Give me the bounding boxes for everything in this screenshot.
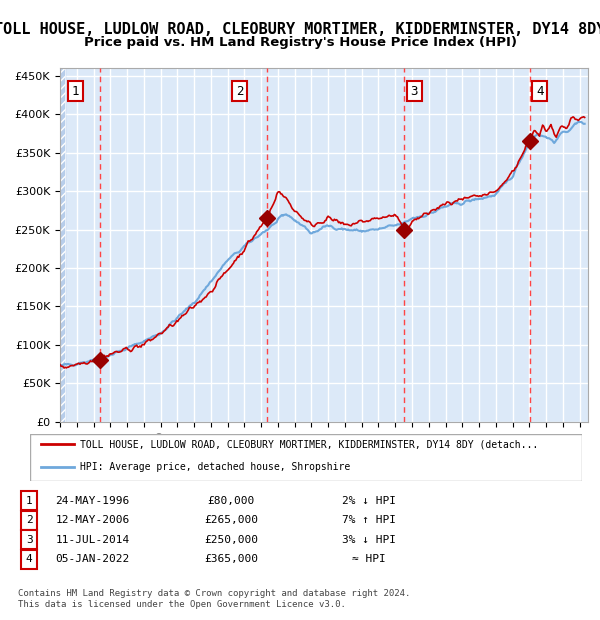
Text: Price paid vs. HM Land Registry's House Price Index (HPI): Price paid vs. HM Land Registry's House … xyxy=(83,36,517,49)
Text: £365,000: £365,000 xyxy=(204,554,258,564)
Bar xyxy=(60,68,65,422)
Text: 24-MAY-1996: 24-MAY-1996 xyxy=(56,496,130,506)
FancyBboxPatch shape xyxy=(30,434,582,481)
Text: 3% ↓ HPI: 3% ↓ HPI xyxy=(342,535,396,545)
Bar xyxy=(60,68,65,422)
Text: ≈ HPI: ≈ HPI xyxy=(352,554,386,564)
Text: 2% ↓ HPI: 2% ↓ HPI xyxy=(342,496,396,506)
Text: TOLL HOUSE, LUDLOW ROAD, CLEOBURY MORTIMER, KIDDERMINSTER, DY14 8DY (detach...: TOLL HOUSE, LUDLOW ROAD, CLEOBURY MORTIM… xyxy=(80,439,538,450)
Text: 05-JAN-2022: 05-JAN-2022 xyxy=(56,554,130,564)
Text: TOLL HOUSE, LUDLOW ROAD, CLEOBURY MORTIMER, KIDDERMINSTER, DY14 8DY: TOLL HOUSE, LUDLOW ROAD, CLEOBURY MORTIM… xyxy=(0,22,600,37)
Text: 4: 4 xyxy=(536,85,544,98)
Text: 2: 2 xyxy=(26,515,32,525)
Text: 1: 1 xyxy=(26,496,32,506)
Text: 4: 4 xyxy=(26,554,32,564)
Text: HPI: Average price, detached house, Shropshire: HPI: Average price, detached house, Shro… xyxy=(80,463,350,472)
Text: £80,000: £80,000 xyxy=(207,496,254,506)
Text: Contains HM Land Registry data © Crown copyright and database right 2024.
This d: Contains HM Land Registry data © Crown c… xyxy=(18,590,410,609)
Text: 3: 3 xyxy=(26,535,32,545)
Text: 12-MAY-2006: 12-MAY-2006 xyxy=(56,515,130,525)
Text: £265,000: £265,000 xyxy=(204,515,258,525)
Text: 11-JUL-2014: 11-JUL-2014 xyxy=(56,535,130,545)
Text: 1: 1 xyxy=(72,85,79,98)
Text: 7% ↑ HPI: 7% ↑ HPI xyxy=(342,515,396,525)
Text: 3: 3 xyxy=(410,85,418,98)
Text: £250,000: £250,000 xyxy=(204,535,258,545)
Text: 2: 2 xyxy=(236,85,244,98)
